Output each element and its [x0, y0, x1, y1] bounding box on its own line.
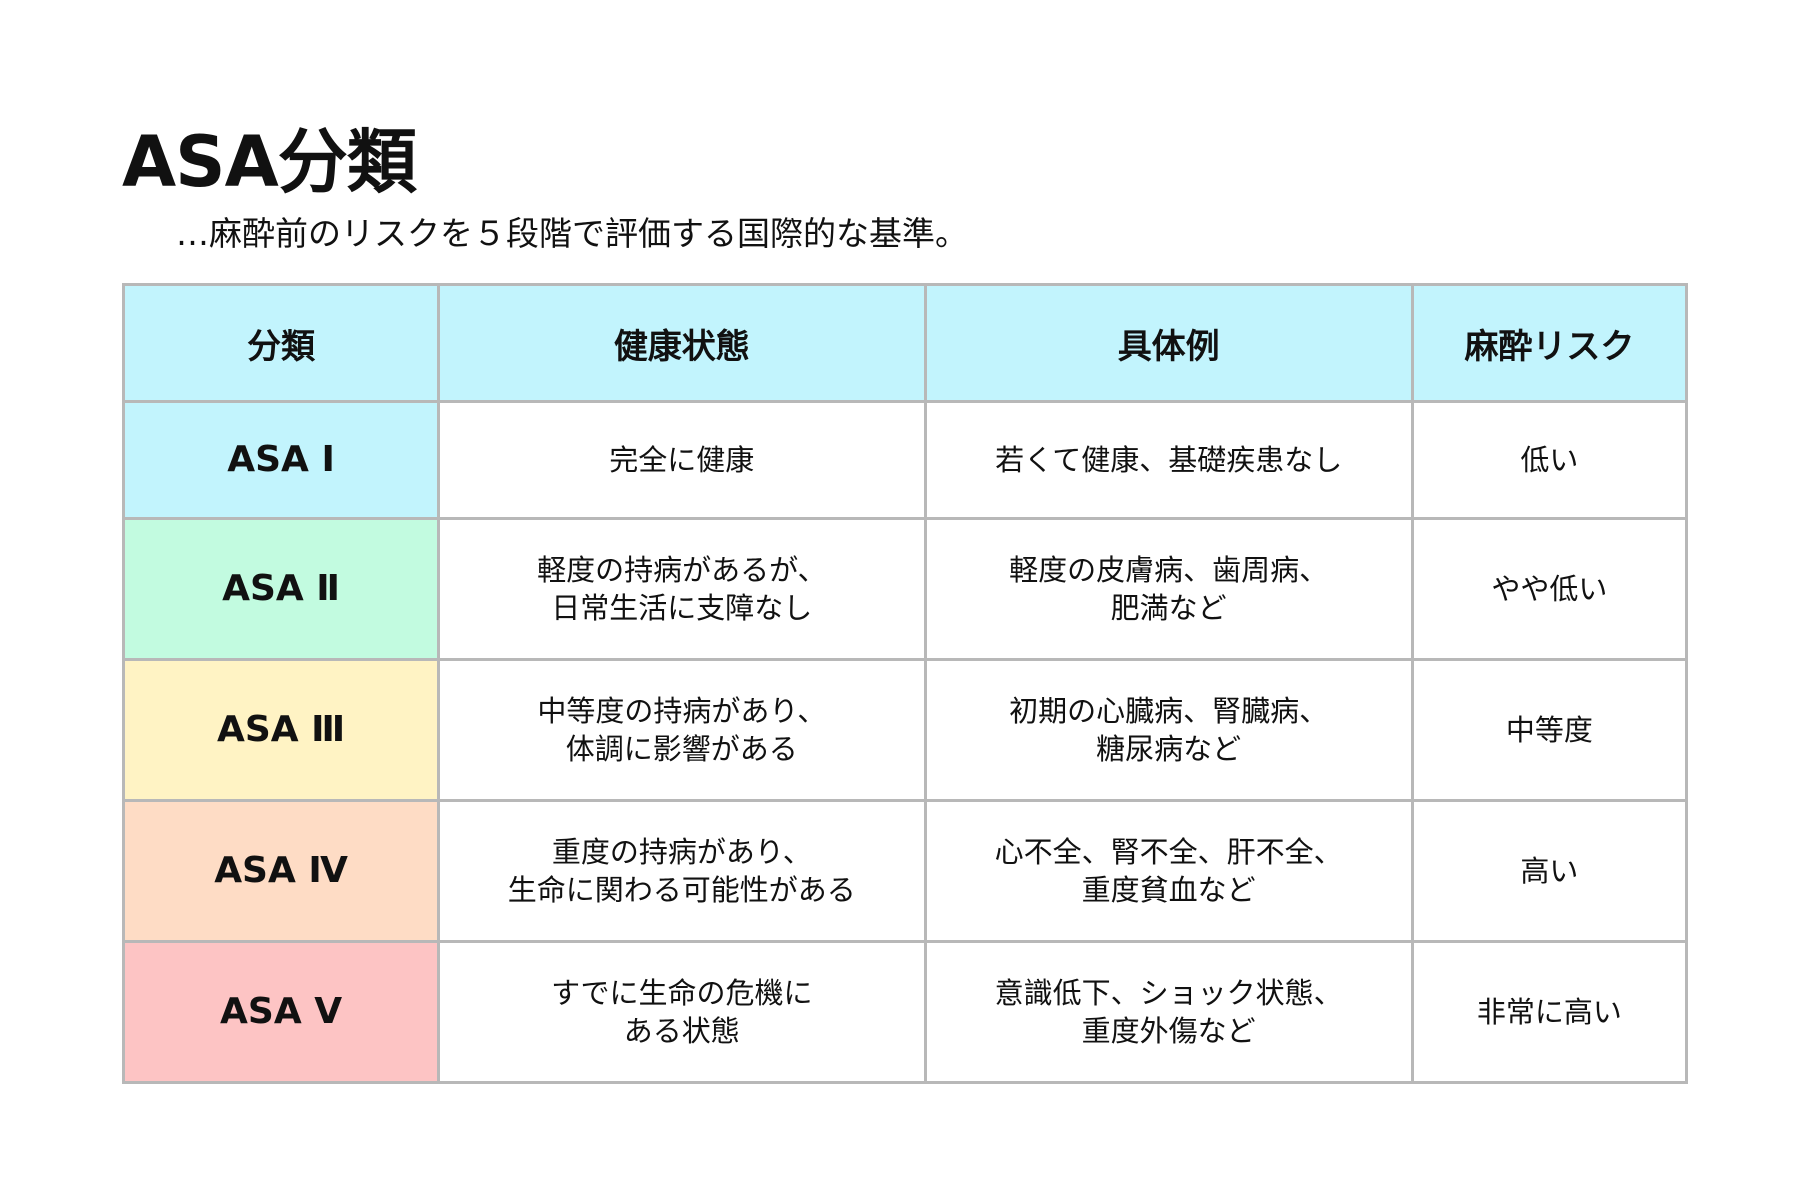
- cell-health-status-line: 重度の持病があり、: [551, 835, 812, 869]
- cell-health-status-line: 日常生活に支障なし: [551, 591, 813, 625]
- table-row: ASA Ⅳ 重度の持病があり、 生命に関わる可能性がある 心不全、腎不全、肝不全、 重度…: [121, 799, 1689, 943]
- cell-classification: ASA Ⅲ: [121, 658, 441, 802]
- cell-examples-line: 重度貧血など: [1081, 873, 1256, 907]
- header-health-status: 健康状態: [437, 283, 927, 403]
- header-anesthesia-risk: 麻酔リスク: [1410, 283, 1689, 403]
- cell-classification: ASA Ⅳ: [121, 799, 441, 943]
- cell-examples: 初期の心臓病、腎臓病、 糖尿病など: [923, 658, 1414, 802]
- table-row: ASA Ⅴ すでに生命の危機に ある状態 意識低下、ショック状態、 重度外傷など 非常に高…: [121, 940, 1689, 1084]
- cell-health-status-line: 完全に健康: [609, 443, 755, 477]
- cell-health-status-line: すでに生命の危機に: [551, 976, 813, 1010]
- cell-anesthesia-risk: やや低い: [1410, 517, 1689, 661]
- cell-health-status: 完全に健康: [437, 400, 927, 520]
- header-examples: 具体例: [923, 283, 1414, 403]
- cell-anesthesia-risk: 非常に高い: [1410, 940, 1689, 1084]
- cell-health-status-line: 中等度の持病があり、: [537, 694, 827, 728]
- header-classification: 分類: [121, 283, 441, 403]
- cell-examples: 心不全、腎不全、肝不全、 重度貧血など: [923, 799, 1414, 943]
- cell-health-status-line: 生命に関わる可能性がある: [507, 873, 856, 907]
- page-title: ASA分類: [122, 121, 417, 203]
- cell-anesthesia-risk: 高い: [1410, 799, 1689, 943]
- page-subtitle: …麻酔前のリスクを５段階で評価する国際的な基準。: [176, 214, 968, 253]
- cell-examples: 意識低下、ショック状態、 重度外傷など: [923, 940, 1414, 1084]
- asa-classification-table: 分類 健康状態 具体例 麻酔リスク ASA Ⅰ 完全に健康 若くて健康、基礎疾患なし…: [121, 283, 1689, 1084]
- cell-examples: 軽度の皮膚病、歯周病、 肥満など: [923, 517, 1414, 661]
- cell-health-status: すでに生命の危機に ある状態: [437, 940, 927, 1084]
- cell-anesthesia-risk: 中等度: [1410, 658, 1689, 802]
- cell-health-status: 中等度の持病があり、 体調に影響がある: [437, 658, 927, 802]
- table-row: ASA Ⅰ 完全に健康 若くて健康、基礎疾患なし 低い: [121, 400, 1689, 520]
- cell-health-status-line: 体調に影響がある: [565, 732, 798, 766]
- table-row: ASA Ⅲ 中等度の持病があり、 体調に影響がある 初期の心臓病、腎臓病、 糖尿病など中…: [121, 658, 1689, 802]
- cell-examples-line: 意識低下、ショック状態、: [994, 976, 1343, 1010]
- cell-examples-line: 心不全、腎不全、肝不全、: [994, 835, 1343, 869]
- table-header-row: 分類 健康状態 具体例 麻酔リスク: [121, 283, 1689, 403]
- cell-examples-line: 初期の心臓病、腎臓病、: [1009, 694, 1329, 728]
- cell-classification: ASA Ⅰ: [121, 400, 441, 520]
- cell-examples-line: 若くて健康、基礎疾患なし: [995, 443, 1343, 477]
- cell-health-status-line: 軽度の持病があるが、: [537, 553, 827, 587]
- cell-examples-line: 肥満など: [1110, 591, 1227, 625]
- cell-health-status: 軽度の持病があるが、 日常生活に支障なし: [437, 517, 927, 661]
- cell-classification: ASA Ⅱ: [121, 517, 441, 661]
- cell-examples-line: 軽度の皮膚病、歯周病、: [1009, 553, 1329, 587]
- cell-examples-line: 糖尿病など: [1096, 732, 1242, 766]
- cell-examples-line: 重度外傷など: [1081, 1014, 1256, 1048]
- cell-classification: ASA Ⅴ: [121, 940, 441, 1084]
- cell-anesthesia-risk: 低い: [1410, 400, 1689, 520]
- table-row: ASA Ⅱ 軽度の持病があるが、 日常生活に支障なし 軽度の皮膚病、歯周病、 肥満などや…: [121, 517, 1689, 661]
- cell-health-status: 重度の持病があり、生命に関わる可能性がある: [437, 799, 927, 943]
- cell-examples: 若くて健康、基礎疾患なし: [923, 400, 1414, 520]
- cell-health-status-line: ある状態: [623, 1014, 740, 1048]
